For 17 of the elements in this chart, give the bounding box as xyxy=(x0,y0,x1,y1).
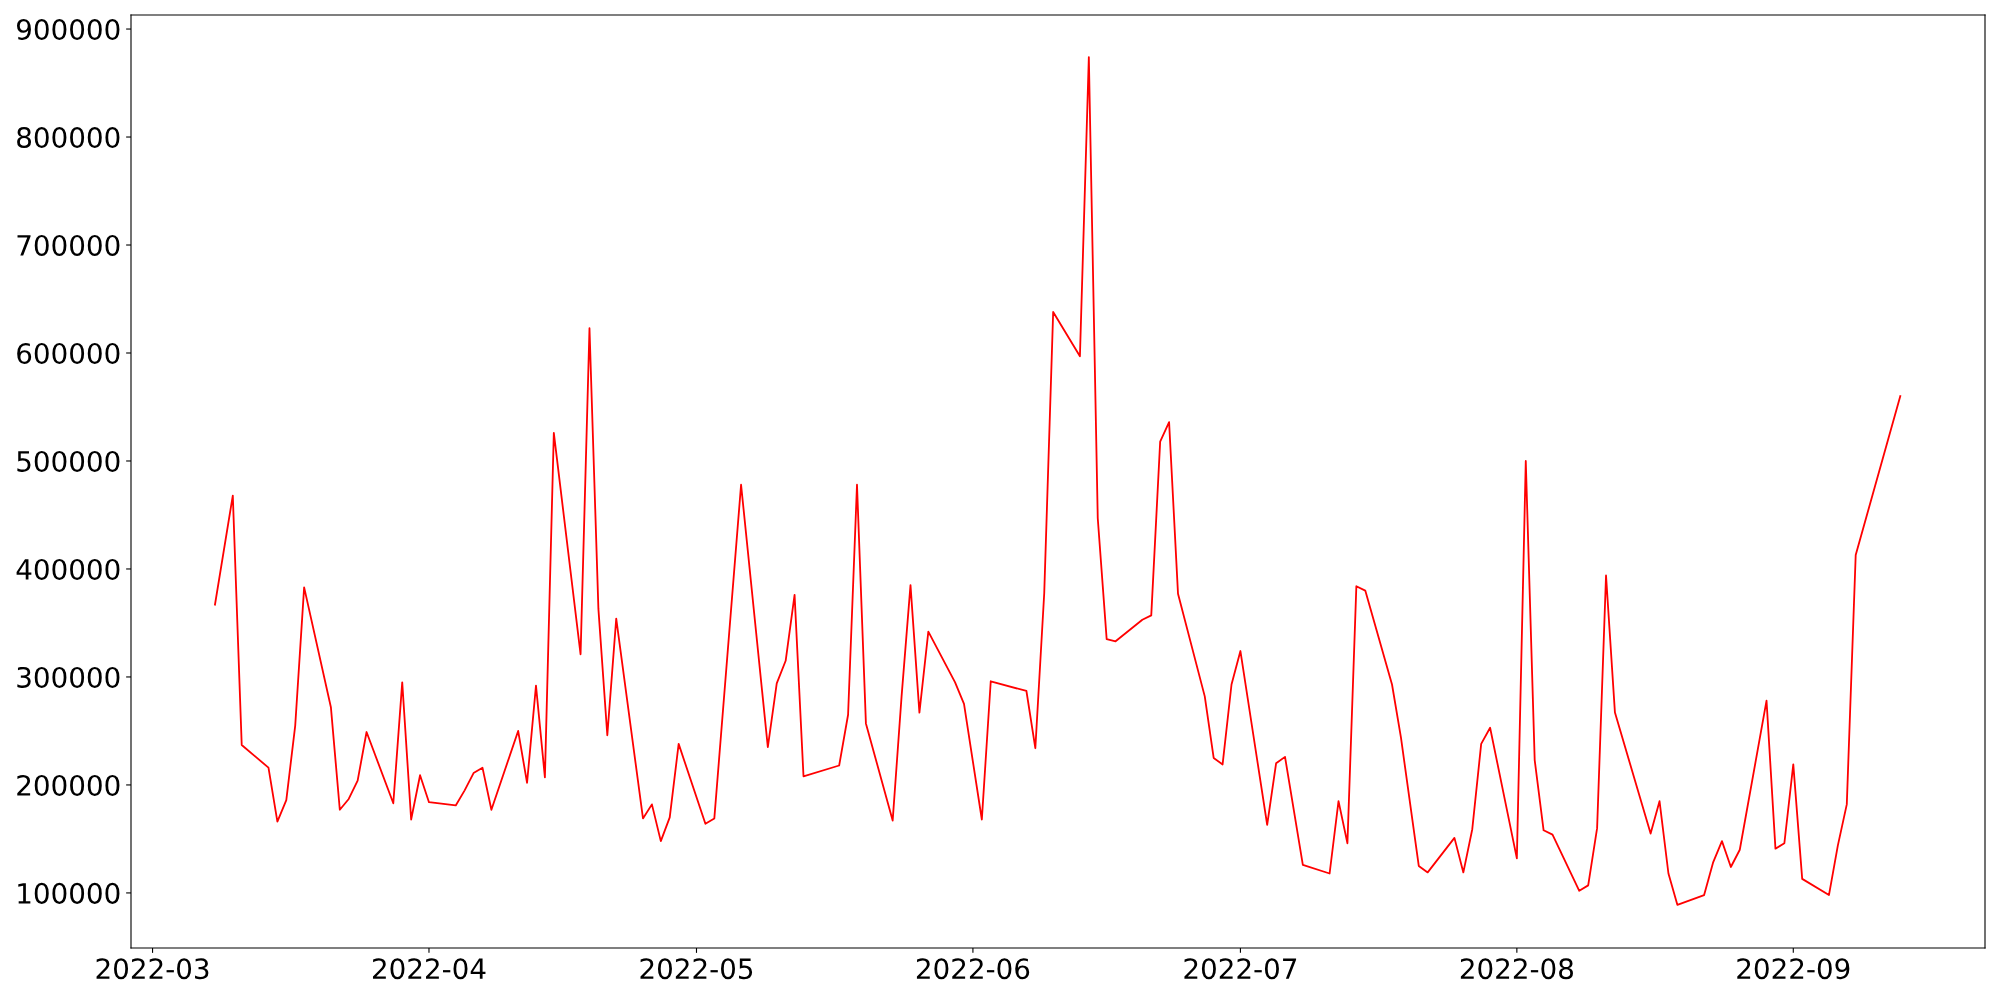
y-tick-label: 700000 xyxy=(17,234,120,256)
x-tick-label: 2022-06 xyxy=(916,958,1030,980)
x-tick-label: 2022-03 xyxy=(96,958,209,980)
y-tick-label: 900000 xyxy=(16,18,120,40)
y-tick-label: 500000 xyxy=(17,450,120,472)
x-tick-label: 2022-07 xyxy=(1184,958,1297,980)
y-tick-label: 600000 xyxy=(17,342,120,364)
y-tick-label: 800000 xyxy=(17,126,120,148)
x-tick-label: 2022-05 xyxy=(640,958,753,980)
x-tick-label: 2022-08 xyxy=(1460,958,1573,980)
y-tick-label: 100000 xyxy=(18,882,120,904)
y-tick-label: 300000 xyxy=(17,666,120,688)
line-series xyxy=(214,56,1902,906)
x-tick-label: 2022-04 xyxy=(372,958,486,980)
x-tick-label: 2022-09 xyxy=(1737,958,1850,980)
y-tick-label: 400000 xyxy=(16,558,120,580)
y-tick-label: 200000 xyxy=(17,774,120,796)
